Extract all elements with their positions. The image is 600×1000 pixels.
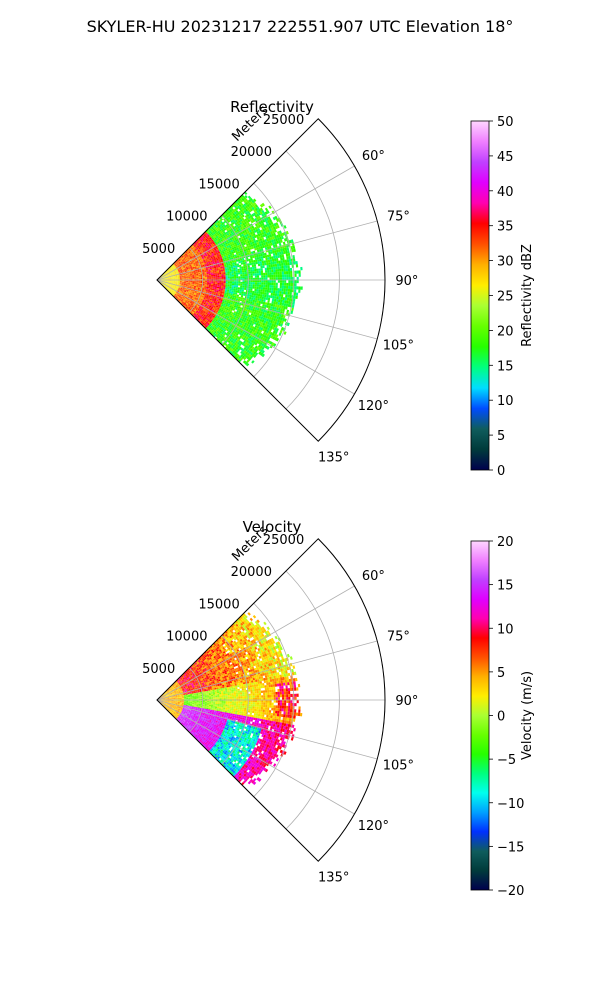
azimuth-tick-label: 60°	[362, 149, 385, 164]
velocity-panel: Velocity 5000 10000 15000 20000 25000 60° 75° 90…	[142, 518, 535, 899]
colorbar-tick-label: −10	[497, 797, 524, 812]
figure-title: SKYLER-HU 20231217 222551.907 UTC Elevat…	[87, 17, 514, 36]
sector-frame	[156, 538, 386, 862]
colorbar-tick-label: 10	[497, 622, 514, 637]
colorbar-tick-label: 0	[497, 710, 505, 725]
radial-tick-label: 15000	[198, 597, 239, 612]
colorbar-tick-label: 35	[497, 220, 514, 235]
azimuth-gridline	[156, 279, 378, 340]
colorbar-tick-label: 40	[497, 185, 514, 200]
colorbar-tick-label: −20	[497, 884, 524, 899]
radial-tick-label: 25000	[263, 113, 304, 128]
azimuth-gridline	[156, 279, 355, 395]
radial-tick-label: 15000	[198, 177, 239, 192]
azimuth-tick-label: 120°	[358, 399, 389, 414]
azimuth-tick-label: 105°	[383, 759, 414, 774]
radial-tick-label: 25000	[263, 533, 304, 548]
azimuth-gridline	[156, 165, 355, 281]
colorbar-tick-label: −15	[497, 840, 524, 855]
radial-tick-label: 20000	[231, 145, 272, 160]
azimuth-tick-label: 90°	[395, 274, 418, 289]
azimuth-gridline	[156, 699, 378, 760]
radial-tick-label: 5000	[142, 242, 175, 257]
colorbar-tick-label: 5	[497, 666, 505, 681]
colorbar-tick-label: 50	[497, 115, 514, 130]
azimuth-tick-label: 135°	[318, 871, 349, 886]
azimuth-gridline	[156, 640, 378, 701]
azimuth-gridline	[156, 699, 355, 815]
colorbar-scale	[470, 120, 490, 471]
colorbar-tick-label: 30	[497, 255, 514, 270]
radial-tick-label: 10000	[166, 210, 207, 225]
colorbar-scale	[470, 540, 490, 891]
colorbar: 0 5 10 15 20 25 30 35 40 45 50 Reflectivity dBZ	[470, 115, 535, 479]
sector-frame	[156, 118, 386, 442]
colorbar-tick-label: 10	[497, 394, 514, 409]
radial-tick-label: 20000	[231, 565, 272, 580]
colorbar-tick-label: 15	[497, 359, 514, 374]
colorbar-tick-label: −5	[497, 753, 516, 768]
radar-data	[157, 612, 303, 786]
chart-title: Reflectivity	[230, 98, 314, 116]
colorbar-label: Reflectivity dBZ	[520, 244, 535, 347]
colorbar: −20 −15 −10 −5 0 5 10 15 20 Velocity (m/s)	[470, 535, 535, 899]
azimuth-tick-label: 90°	[395, 694, 418, 709]
colorbar-tick-label: 20	[497, 535, 514, 550]
azimuth-tick-label: 120°	[358, 819, 389, 834]
colorbar-tick-label: 25	[497, 290, 514, 305]
colorbar-label: Velocity (m/s)	[520, 671, 535, 760]
azimuth-tick-label: 75°	[387, 209, 410, 224]
colorbar-tick-label: 5	[497, 429, 505, 444]
azimuth-tick-label: 75°	[387, 629, 410, 644]
chart-title: Velocity	[243, 518, 302, 536]
colorbar-tick-label: 20	[497, 324, 514, 339]
azimuth-tick-label: 60°	[362, 569, 385, 584]
colorbar-tick-label: 15	[497, 579, 514, 594]
colorbar-tick-label: 45	[497, 150, 514, 165]
radial-tick-label: 5000	[142, 662, 175, 677]
azimuth-tick-label: 135°	[318, 451, 349, 466]
colorbar-tick-label: 0	[497, 464, 505, 479]
azimuth-gridline	[156, 220, 378, 281]
azimuth-gridline	[156, 585, 355, 701]
radial-tick-label: 10000	[166, 630, 207, 645]
reflectivity-panel: Reflectivity 5000 10000 15000 20000 25000 60° 7…	[142, 98, 535, 479]
azimuth-tick-label: 105°	[383, 339, 414, 354]
